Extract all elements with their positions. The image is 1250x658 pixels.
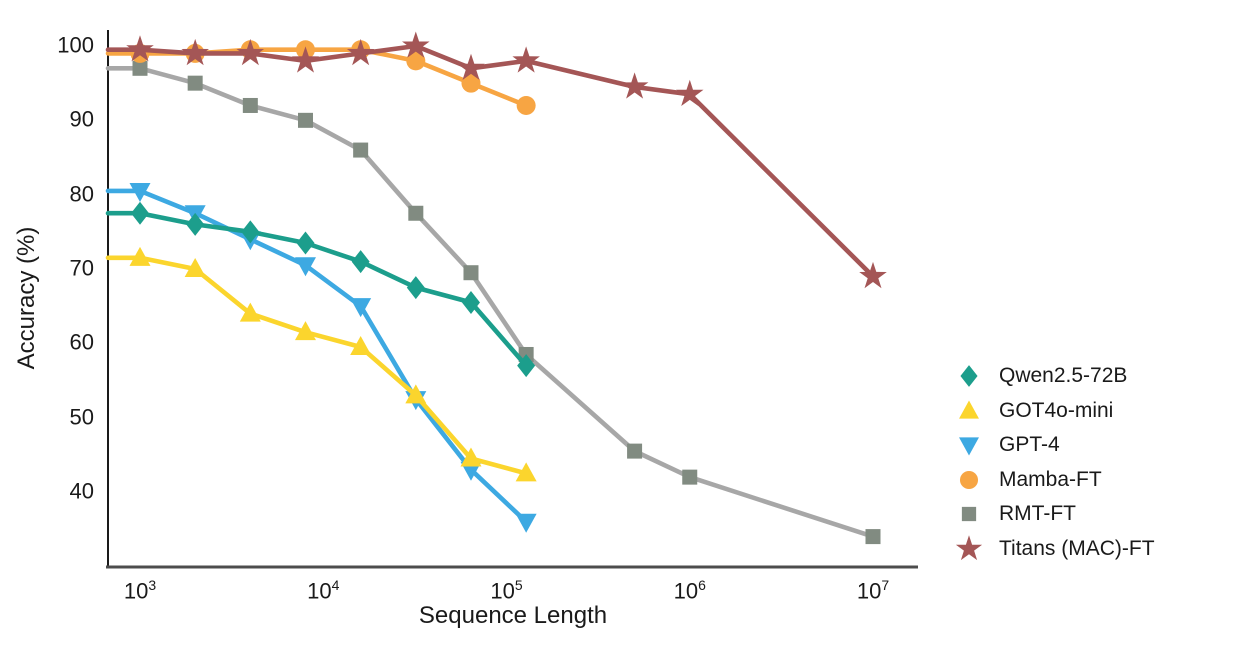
legend-item: GOT4o-mini [944, 397, 1113, 425]
triangle-up-icon [959, 400, 979, 419]
legend-item: Qwen2.5-72B [944, 362, 1127, 390]
x-axis-title: Sequence Length [418, 602, 608, 629]
y-tick-label: 60 [69, 329, 94, 355]
triangle-down-icon [959, 437, 979, 456]
legend-label: Mamba-FT [999, 467, 1102, 491]
star-icon [955, 535, 983, 561]
legend-item: GPT-4 [944, 431, 1060, 459]
legend-item: Mamba-FT [944, 466, 1102, 494]
legend-label: Qwen2.5-72B [999, 364, 1128, 387]
square-icon [961, 507, 977, 522]
legend-label: GPT-4 [999, 433, 1060, 457]
circle-icon [959, 470, 979, 489]
y-tick-label: 90 [69, 106, 94, 132]
legend-label: Titans (MAC)-FT [999, 537, 1155, 560]
x-tick-label: 107 [856, 577, 890, 604]
legend-item: RMT-FT [944, 500, 1076, 528]
y-tick-label: 100 [57, 32, 94, 58]
y-tick-label: 50 [69, 404, 94, 430]
y-tick-label: 70 [69, 255, 94, 281]
legend-label: GOT4o-mini [999, 398, 1114, 422]
x-tick-label: 103 [123, 577, 157, 604]
y-tick-label: 80 [69, 181, 94, 207]
x-tick-label: 105 [490, 577, 523, 604]
x-tick-label: 104 [307, 577, 340, 604]
legend-label: RMT-FT [999, 502, 1076, 526]
x-tick-label: 106 [673, 577, 706, 604]
y-tick-label: 40 [69, 478, 94, 504]
diamond-icon [960, 365, 978, 387]
legend-item: Titans (MAC)-FT [944, 535, 1155, 563]
